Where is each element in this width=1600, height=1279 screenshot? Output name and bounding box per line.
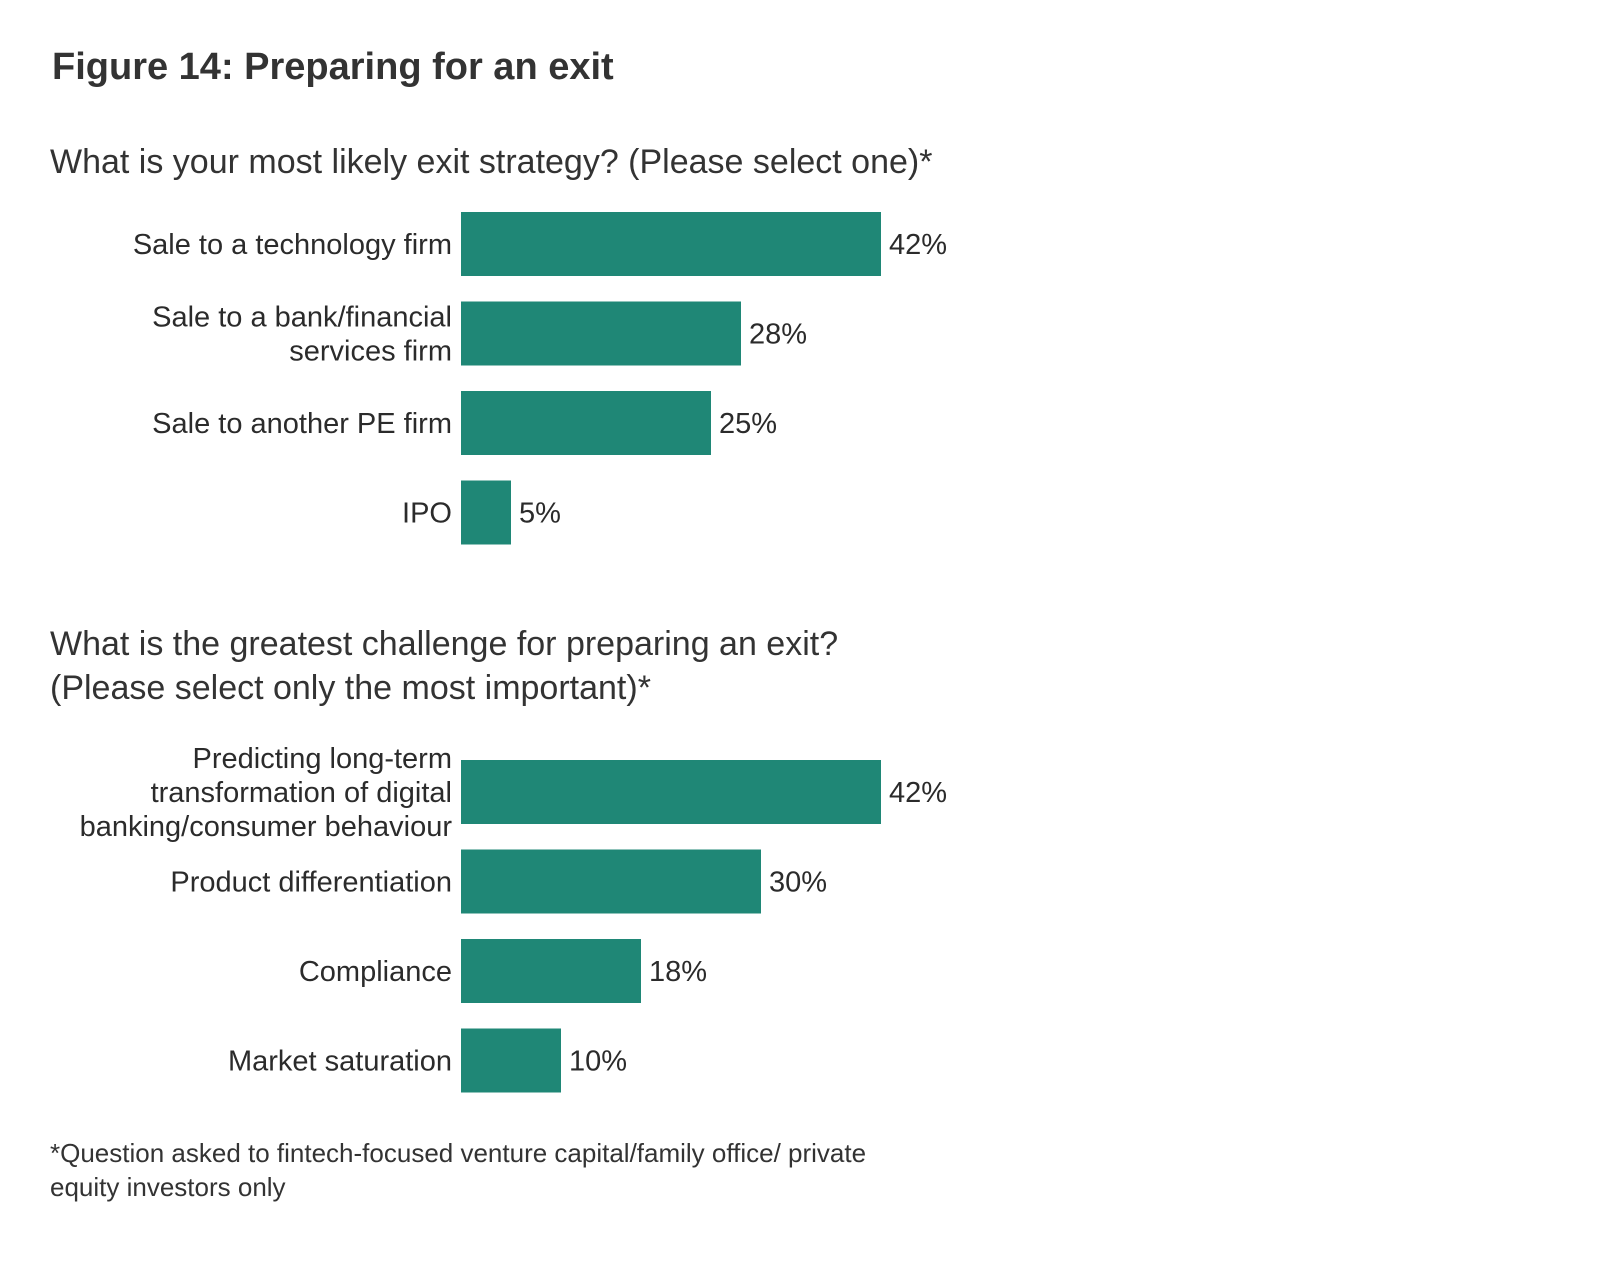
value-label-2-1: 42% [889, 777, 947, 809]
figure-title: Figure 14: Preparing for an exit [52, 46, 614, 88]
value-label-2-4: 10% [569, 1046, 627, 1078]
value-label-1-1: 42% [889, 229, 947, 261]
bar-1-4 [461, 480, 511, 545]
value-label-2-2: 30% [769, 867, 827, 899]
bar-1-1 [461, 212, 881, 276]
category-label-1-4: IPO [402, 498, 452, 530]
footnote: *Question asked to fintech-focused ventu… [50, 1138, 867, 1202]
exit-challenge-chart: 42% Predicting long-term transformation of… [80, 743, 947, 1093]
bar-2-3 [461, 939, 641, 1003]
category-label-2-3: Compliance [299, 956, 452, 988]
category-label-2-1: Predicting long-term transformation of di… [80, 743, 453, 843]
bar-2-2 [461, 849, 761, 914]
category-label-1-3: Sale to another PE firm [152, 408, 452, 440]
category-label-2-4: Market saturation [228, 1046, 452, 1078]
exit-strategy-chart: 42% Sale to a technology firm 28% Sale to a… [133, 212, 947, 545]
value-label-2-3: 18% [649, 956, 707, 988]
value-label-1-3: 25% [719, 408, 777, 440]
bar-1-2 [461, 301, 741, 366]
category-label-1-1: Sale to a technology firm [133, 229, 452, 261]
value-label-1-2: 28% [749, 319, 807, 351]
bar-2-4 [461, 1028, 561, 1093]
chart-2-title: What is the greatest challenge for prepa… [50, 625, 839, 707]
bar-1-3 [461, 391, 711, 455]
category-label-2-2: Product differentiation [170, 867, 452, 899]
category-label-1-2: Sale to a bank/financial services firm [152, 302, 452, 368]
value-label-1-4: 5% [519, 498, 561, 530]
chart-1-title: What is your most likely exit strategy? … [50, 143, 933, 181]
bar-2-1 [461, 760, 881, 824]
